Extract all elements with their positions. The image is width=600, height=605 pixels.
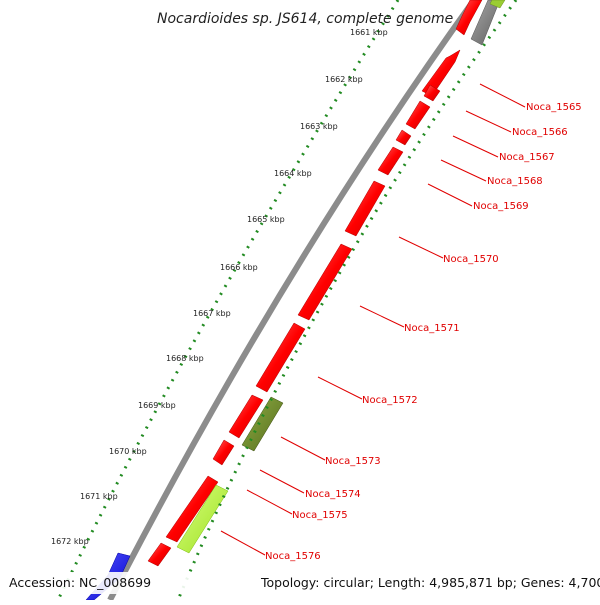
gene-label[interactable]: Noca_1570 (443, 254, 499, 265)
outer-dotted-track (56, 0, 400, 601)
gene-block[interactable] (147, 542, 172, 567)
kbp-scale: 1661 kbp 1662 kbp 1663 kbp 1664 kbp 1665… (51, 28, 388, 546)
gene-label[interactable]: Noca_1572 (362, 395, 418, 406)
gene-label[interactable]: Noca_1575 (292, 510, 348, 521)
kbp-tick-label: 1669 kbp (138, 401, 176, 410)
gene-block[interactable] (176, 484, 229, 554)
gene-block[interactable] (423, 84, 441, 102)
gene-block[interactable] (212, 439, 235, 466)
footer-background (0, 572, 600, 594)
gene-label[interactable]: Noca_1566 (512, 127, 568, 138)
gene-label[interactable]: Noca_1574 (305, 489, 361, 500)
gene-block[interactable] (405, 100, 431, 130)
genome-title: Nocardioides sp. JS614, complete genome (157, 11, 453, 27)
gene-block[interactable] (297, 243, 353, 321)
kbp-tick-label: 1672 kbp (51, 537, 89, 546)
accession-text: Accession: NC_008699 (9, 575, 151, 590)
gene-block[interactable] (344, 180, 386, 237)
gene-labels: Noca_1565 Noca_1566 Noca_1567 Noca_1568 … (265, 102, 582, 562)
gene-label[interactable]: Noca_1568 (487, 176, 543, 187)
kbp-tick-label: 1670 kbp (109, 447, 147, 456)
gene-label[interactable]: Noca_1576 (265, 551, 321, 562)
kbp-tick-label: 1662 kbp (325, 75, 363, 84)
kbp-tick-label: 1665 kbp (247, 215, 285, 224)
gene-block[interactable] (255, 322, 306, 393)
gene-label-leaders (220, 83, 526, 556)
gene-block[interactable] (489, 0, 506, 9)
genome-backbone (107, 0, 477, 602)
kbp-tick-label: 1667 kbp (193, 309, 231, 318)
gene-block[interactable] (228, 394, 264, 439)
gene-block[interactable] (165, 475, 219, 543)
gene-label[interactable]: Noca_1571 (404, 323, 460, 334)
kbp-tick-label: 1666 kbp (220, 263, 258, 272)
inner-dotted-track (176, 0, 518, 601)
gene-block[interactable] (470, 0, 501, 46)
gene-label[interactable]: Noca_1565 (526, 102, 582, 113)
gene-label[interactable]: Noca_1573 (325, 456, 381, 467)
topology-text: Topology: circular; Length: 4,985,871 bp… (260, 575, 600, 590)
kbp-tick-label: 1668 kbp (166, 354, 204, 363)
gene-label[interactable]: Noca_1569 (473, 201, 529, 212)
gene-block[interactable] (241, 396, 284, 452)
reverse-strand-genes (176, 0, 506, 554)
gene-block[interactable] (455, 0, 483, 36)
kbp-tick-label: 1663 kbp (300, 122, 338, 131)
kbp-tick-label: 1671 kbp (80, 492, 118, 501)
gene-label[interactable]: Noca_1567 (499, 152, 555, 163)
gene-block[interactable] (395, 129, 412, 146)
kbp-tick-label: 1664 kbp (274, 169, 312, 178)
gene-block[interactable] (377, 146, 404, 176)
kbp-tick-label: 1661 kbp (350, 28, 388, 37)
